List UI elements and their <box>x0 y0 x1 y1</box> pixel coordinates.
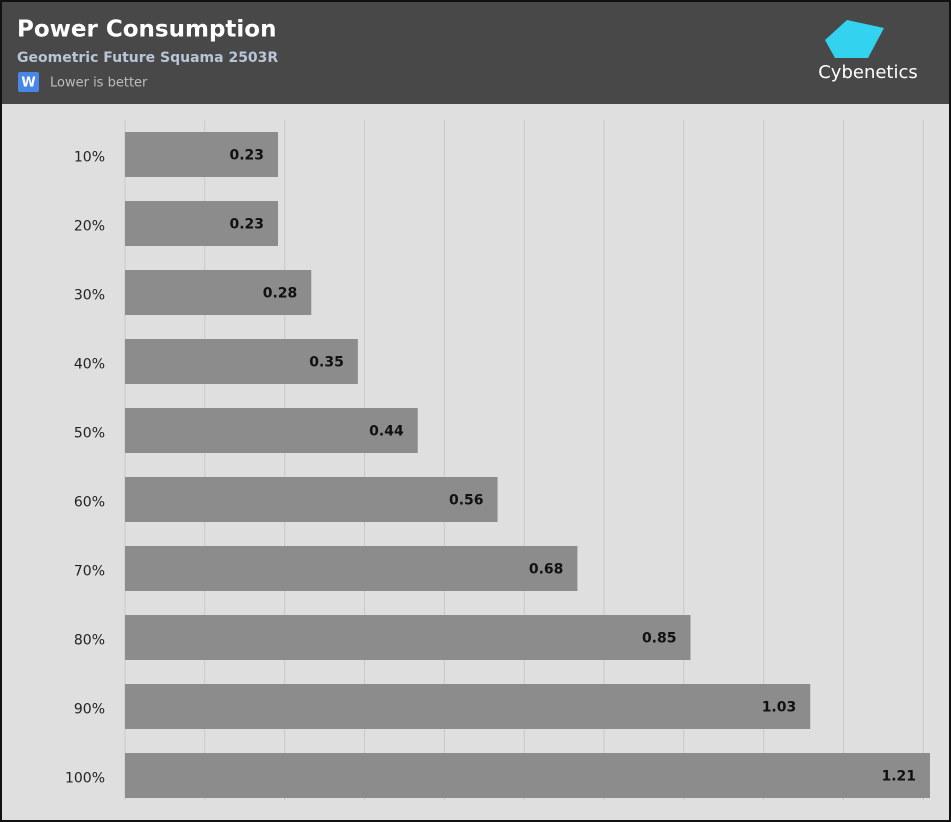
y-tick-label: 10% <box>74 150 105 166</box>
bar <box>125 684 811 729</box>
y-tick-label: 60% <box>74 495 105 511</box>
y-tick-label: 100% <box>65 771 105 787</box>
chart-subtitle: Geometric Future Squama 2503R <box>17 50 278 66</box>
value-label: 0.28 <box>263 286 298 302</box>
y-tick-label: 20% <box>74 219 105 235</box>
y-tick-label: 70% <box>74 564 105 580</box>
y-tick-label: 50% <box>74 426 105 442</box>
bar <box>125 546 578 591</box>
value-label: 0.56 <box>449 493 484 509</box>
bar <box>125 477 498 522</box>
unit-badge <box>18 72 39 92</box>
y-tick-label: 30% <box>74 288 105 304</box>
header <box>2 2 949 104</box>
y-tick-label: 90% <box>74 702 105 718</box>
y-tick-label: 40% <box>74 357 105 373</box>
value-label: 1.03 <box>762 700 797 716</box>
bar <box>125 339 358 384</box>
value-label: 0.35 <box>309 355 344 371</box>
bar <box>125 270 312 315</box>
value-label: 1.21 <box>881 769 916 785</box>
chart-title: Power Consumption <box>17 17 276 43</box>
bar <box>125 201 279 246</box>
value-label: 0.44 <box>369 424 404 440</box>
logo-icon <box>825 20 884 58</box>
value-label: 0.68 <box>529 562 564 578</box>
bar <box>125 615 691 660</box>
value-label: 0.85 <box>642 631 677 647</box>
bar <box>125 753 930 798</box>
value-label: 0.23 <box>229 217 264 233</box>
y-tick-label: 80% <box>74 633 105 649</box>
unit-label: W <box>21 76 35 91</box>
bar <box>125 408 418 453</box>
value-label: 0.23 <box>229 148 264 164</box>
note: Lower is better <box>50 76 148 91</box>
logo-text: Cybenetics <box>818 62 918 83</box>
bar <box>125 132 279 177</box>
